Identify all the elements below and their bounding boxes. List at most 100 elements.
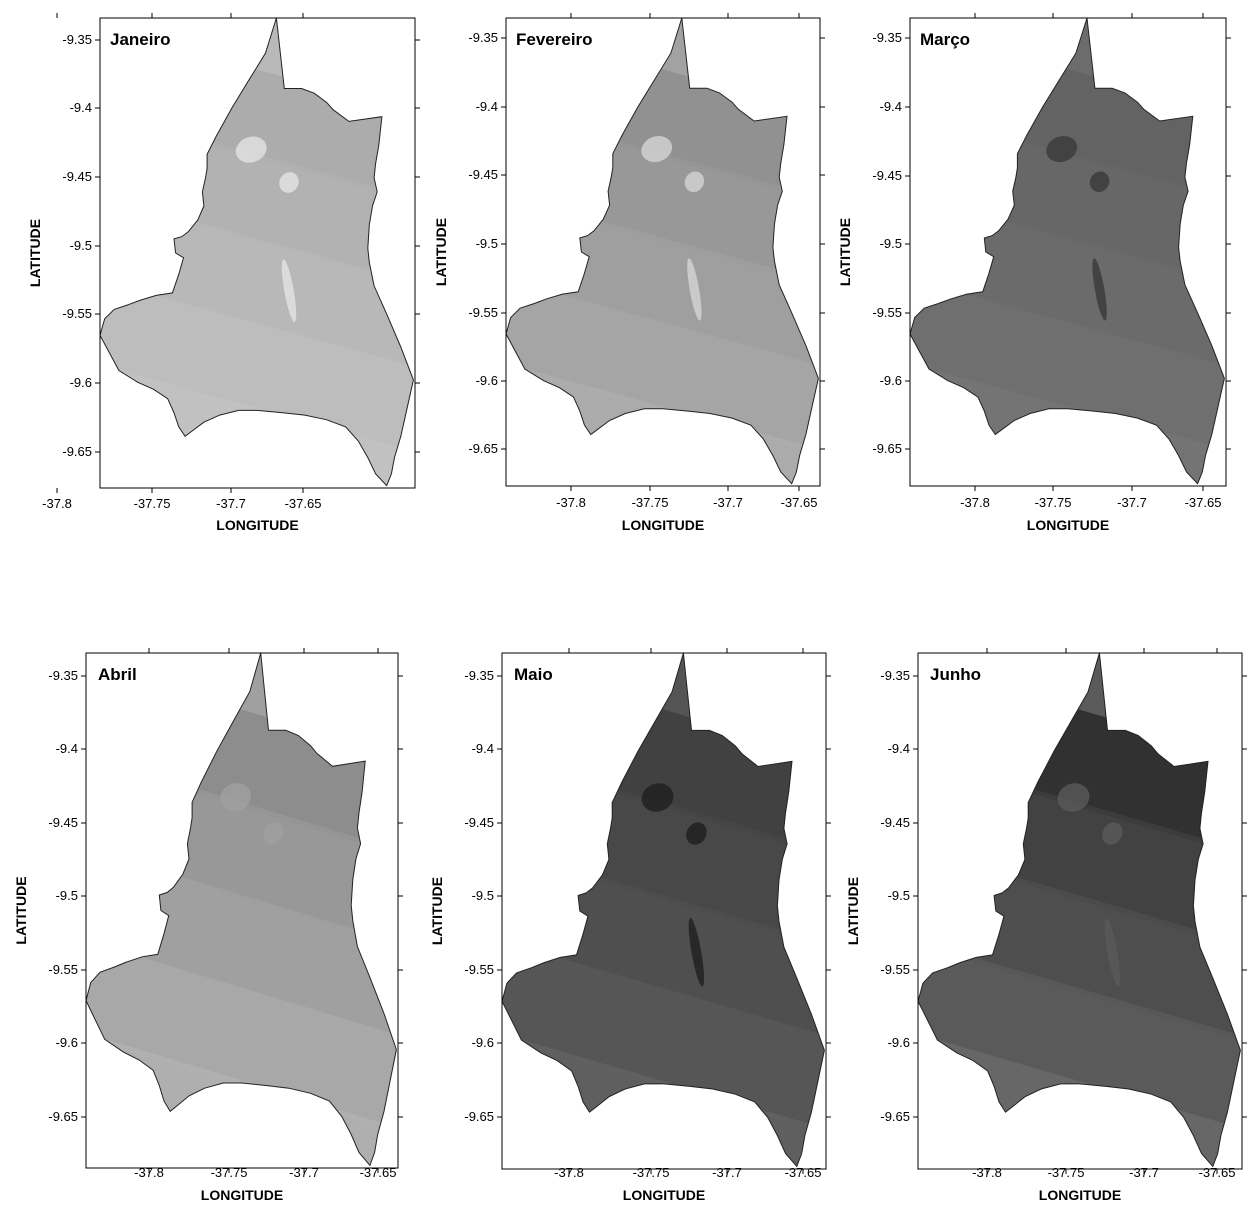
y-axis-title: LATITUDE (845, 877, 861, 945)
x-tick-label: -37.75 (632, 495, 669, 510)
map-panel-marco: -37.8 -37.75 -37.7 -37.65 -9.35 -9.4 -9.45 -9.5… (810, 0, 1231, 540)
y-tick-label: -9.65 (872, 441, 902, 456)
x-tick-label: -37.65 (285, 496, 322, 511)
y-tick-label: -9.55 (880, 962, 910, 977)
y-tick-label: -9.45 (880, 815, 910, 830)
x-tick-label: -37.75 (1048, 1165, 1085, 1180)
y-tick-label: -9.4 (880, 99, 902, 114)
y-tick-label: -9.4 (70, 100, 92, 115)
tone-bands (86, 653, 397, 1166)
relief-spot (684, 171, 705, 193)
tone-band (910, 270, 1225, 463)
y-tick-label: -9.45 (872, 168, 902, 183)
map-panel-fevereiro: -37.8 -37.75 -37.7 -37.65 -9.35 -9.4 -9.45 -9.5… (406, 0, 826, 540)
map-frame (505, 17, 821, 487)
panel-title: Maio (514, 665, 553, 684)
x-tick-label: -37.65 (1185, 495, 1222, 510)
y-tick-label: -9.55 (468, 305, 498, 320)
y-tick-label: -9.5 (476, 236, 498, 251)
x-tick-label: -37.8 (556, 495, 586, 510)
tone-bands (918, 653, 1241, 1167)
y-tick-label: -9.6 (880, 373, 902, 388)
y-tick-label: -9.45 (48, 815, 78, 830)
x-tick-label: -37.7 (216, 496, 246, 511)
x-tick-label: -37.7 (1129, 1165, 1159, 1180)
x-tick-label: -37.7 (289, 1165, 319, 1180)
relief-spot (235, 136, 267, 163)
tone-band (918, 931, 1241, 1144)
y-tick-label: -9.35 (872, 30, 902, 45)
relief-spot (1046, 135, 1078, 163)
municipality-boundary (85, 652, 397, 1167)
tone-bands (502, 653, 825, 1167)
tone-bands (910, 18, 1225, 484)
x-tick-label: -37.7 (1117, 495, 1147, 510)
y-tick-label: -9.45 (464, 815, 494, 830)
map-frame (909, 17, 1227, 487)
y-tick-label: -9.65 (468, 441, 498, 456)
municipality-boundary (501, 652, 825, 1168)
x-axis-title: LONGITUDE (201, 1187, 283, 1203)
map-frame (501, 652, 827, 1170)
panel-title: Janeiro (110, 30, 170, 49)
x-axis-title: LONGITUDE (623, 1187, 705, 1203)
x-tick-label: -37.8 (960, 495, 990, 510)
x-tick-label: -37.75 (134, 496, 171, 511)
y-tick-label: -9.45 (468, 167, 498, 182)
x-axis-title: LONGITUDE (1039, 1187, 1121, 1203)
y-tick-label: -9.5 (888, 888, 910, 903)
x-tick-label: -37.75 (633, 1165, 670, 1180)
x-tick-label: -37.65 (785, 1165, 822, 1180)
map-panel-junho: -37.8 -37.75 -37.7 -37.65 -9.35 -9.4 -9.45 -9.5… (818, 640, 1247, 1203)
x-tick-label: -37.75 (1035, 495, 1072, 510)
map-panel-janeiro: -37.8 -37.75 -37.7 -37.65 -9.35 -9.4 -9.45 -9.5… (0, 0, 420, 540)
panel-title: Abril (98, 665, 137, 684)
relief-spot (687, 258, 702, 321)
x-axis-title: LONGITUDE (216, 517, 298, 533)
y-tick-label: -9.65 (48, 1109, 78, 1124)
y-tick-label: -9.4 (472, 741, 494, 756)
tone-bands (100, 18, 414, 486)
y-tick-label: -9.6 (476, 373, 498, 388)
y-axis-title: LATITUDE (429, 877, 445, 945)
y-tick-label: -9.55 (62, 306, 92, 321)
y-tick-label: -9.4 (888, 741, 910, 756)
relief-spot (1092, 258, 1107, 321)
municipality-boundary (909, 17, 1225, 485)
y-axis-title: LATITUDE (27, 219, 43, 287)
x-tick-label: -37.8 (134, 1165, 164, 1180)
relief-spot (265, 917, 281, 986)
map-panel-abril: -37.8 -37.75 -37.7 -37.65 -9.35 -9.4 -9.45 -9.5… (0, 640, 406, 1203)
map-frame (917, 652, 1243, 1170)
tone-bands (506, 18, 819, 484)
x-tick-label: -37.8 (554, 1165, 584, 1180)
relief-spot (641, 783, 674, 812)
municipality-boundary (505, 17, 819, 485)
y-tick-label: -9.65 (464, 1109, 494, 1124)
relief-spot (281, 259, 297, 322)
y-tick-label: -9.6 (888, 1035, 910, 1050)
map-frame (99, 17, 416, 489)
y-tick-label: -9.4 (56, 741, 78, 756)
relief-spot (1057, 783, 1090, 812)
y-tick-label: -9.6 (70, 375, 92, 390)
x-tick-label: -37.8 (972, 1165, 1002, 1180)
y-tick-label: -9.35 (48, 668, 78, 683)
relief-spot (279, 172, 299, 193)
y-tick-label: -9.35 (880, 668, 910, 683)
map-svg: -37.8 -37.75 -37.7 -37.65 -9.35 -9.4 -9.45 -9.5… (433, 13, 825, 533)
y-tick-label: -9.4 (476, 99, 498, 114)
x-axis-title: LONGITUDE (622, 517, 704, 533)
map-frame (85, 652, 399, 1169)
map-svg: -37.8 -37.75 -37.7 -37.65 -9.35 -9.4 -9.45 -9.5… (429, 648, 831, 1203)
municipality-boundary (917, 652, 1241, 1168)
x-tick-label: -37.7 (713, 495, 743, 510)
municipality-boundary (99, 17, 414, 487)
y-tick-label: -9.65 (880, 1109, 910, 1124)
y-tick-label: -9.5 (70, 238, 92, 253)
panel-title: Março (920, 30, 970, 49)
relief-spot (686, 822, 707, 845)
relief-spot (1089, 171, 1110, 193)
y-tick-label: -9.6 (56, 1035, 78, 1050)
tone-band (502, 931, 825, 1144)
